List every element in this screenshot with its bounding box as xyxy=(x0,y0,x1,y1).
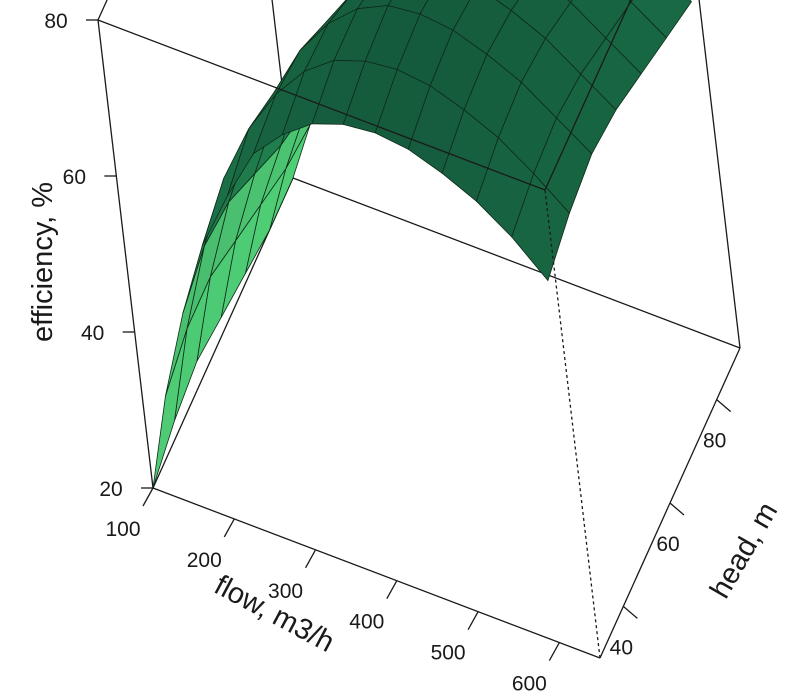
x-tick-mark xyxy=(304,549,317,569)
y-tick-mark xyxy=(669,502,685,516)
x-tick-label: 200 xyxy=(187,549,222,572)
z-tick-label: 20 xyxy=(99,478,122,501)
z-tick-label: 60 xyxy=(63,166,86,189)
x-tick-label: 100 xyxy=(105,518,140,541)
y-axis-title: head, m xyxy=(704,497,784,604)
box-edge-front-bottom xyxy=(152,487,601,659)
box-edge-right-top xyxy=(544,0,632,191)
efficiency-surface xyxy=(152,0,693,489)
y-tick-label: 40 xyxy=(610,636,633,659)
box-edge-right-back-vertical xyxy=(698,0,741,349)
z-axis-title: efficiency, % xyxy=(27,182,59,342)
x-tick-mark xyxy=(142,487,154,507)
x-tick-label: 300 xyxy=(268,580,303,603)
x-tick-mark xyxy=(467,611,479,630)
surface-facet xyxy=(511,172,570,282)
box-edge-back-top-left xyxy=(97,0,108,21)
box-edge-front-left-vertical xyxy=(97,19,154,489)
box-edge-front-top xyxy=(97,19,546,191)
x-tick-label: 400 xyxy=(349,611,384,634)
z-tick-label: 80 xyxy=(44,10,67,33)
box-edge-back-bottom-right xyxy=(292,177,741,349)
x-tick-label: 500 xyxy=(431,642,466,665)
x-tick-mark xyxy=(386,580,398,600)
x-tick-mark xyxy=(548,642,560,661)
y-tick-label: 60 xyxy=(656,533,679,556)
y-tick-mark xyxy=(622,605,638,619)
y-tick-label: 80 xyxy=(703,430,726,453)
x-tick-mark xyxy=(223,518,235,538)
y-tick-mark xyxy=(716,399,732,413)
box-edge-front-right-vertical xyxy=(544,189,601,659)
axis-ticks: 20 40 60 80 100 200 300 400 500 600 40 60 80 xyxy=(44,10,732,692)
surface-facet xyxy=(152,328,188,489)
z-tick-label: 40 xyxy=(81,322,104,345)
x-tick-label: 600 xyxy=(512,673,547,692)
